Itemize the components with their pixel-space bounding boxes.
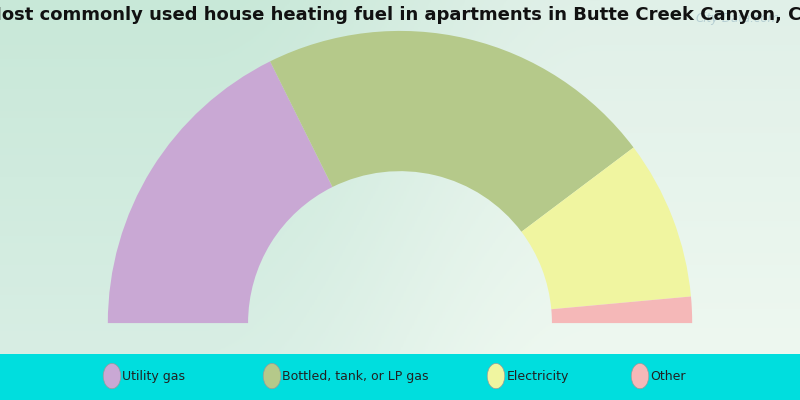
Text: Bottled, tank, or LP gas: Bottled, tank, or LP gas [282,370,429,382]
Wedge shape [522,148,691,309]
Wedge shape [270,31,634,232]
Bar [0,354,800,400]
Wedge shape [108,61,333,323]
Ellipse shape [487,364,505,389]
Text: Other: Other [650,370,686,382]
Ellipse shape [631,364,649,389]
Text: Electricity: Electricity [506,370,569,382]
Ellipse shape [263,364,281,389]
Text: Utility gas: Utility gas [122,370,186,382]
Wedge shape [551,296,692,323]
Text: City-Data.com: City-Data.com [696,12,780,25]
Text: Most commonly used house heating fuel in apartments in Butte Creek Canyon, CA: Most commonly used house heating fuel in… [0,6,800,24]
Ellipse shape [103,364,121,389]
